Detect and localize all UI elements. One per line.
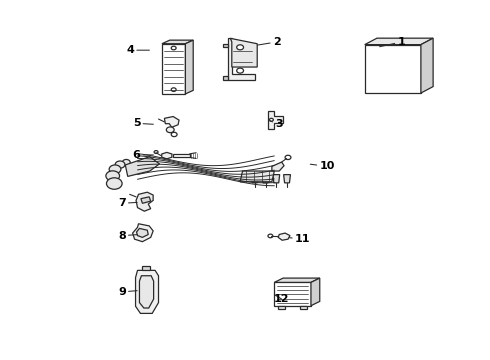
Text: 1: 1 bbox=[380, 37, 405, 47]
Polygon shape bbox=[421, 38, 433, 93]
Text: 10: 10 bbox=[310, 161, 335, 171]
Polygon shape bbox=[274, 278, 320, 282]
Circle shape bbox=[171, 132, 177, 136]
Polygon shape bbox=[311, 278, 320, 306]
Bar bbox=[274, 282, 311, 306]
Polygon shape bbox=[185, 40, 193, 94]
Text: 8: 8 bbox=[118, 231, 137, 240]
Polygon shape bbox=[223, 44, 228, 47]
Text: 6: 6 bbox=[133, 150, 153, 160]
Text: 4: 4 bbox=[126, 45, 149, 55]
Text: 2: 2 bbox=[258, 37, 281, 47]
Circle shape bbox=[171, 88, 176, 91]
Polygon shape bbox=[240, 171, 274, 182]
Text: 9: 9 bbox=[118, 287, 137, 297]
Polygon shape bbox=[284, 175, 291, 183]
Circle shape bbox=[237, 68, 244, 73]
Circle shape bbox=[106, 171, 120, 181]
Polygon shape bbox=[140, 276, 154, 308]
Polygon shape bbox=[272, 162, 284, 171]
Polygon shape bbox=[164, 117, 179, 127]
Polygon shape bbox=[223, 76, 228, 80]
Polygon shape bbox=[365, 38, 433, 45]
Circle shape bbox=[154, 150, 158, 153]
Bar bbox=[365, 45, 421, 93]
Text: 12: 12 bbox=[274, 294, 290, 304]
Polygon shape bbox=[136, 192, 153, 211]
Polygon shape bbox=[136, 270, 159, 314]
Polygon shape bbox=[162, 152, 172, 159]
Circle shape bbox=[270, 118, 273, 121]
Polygon shape bbox=[278, 233, 290, 240]
Text: 11: 11 bbox=[289, 234, 310, 244]
Polygon shape bbox=[273, 175, 280, 183]
Polygon shape bbox=[133, 224, 153, 242]
Polygon shape bbox=[143, 266, 150, 270]
Polygon shape bbox=[141, 197, 151, 203]
Circle shape bbox=[237, 45, 244, 50]
Circle shape bbox=[106, 178, 122, 189]
Circle shape bbox=[268, 234, 273, 238]
Text: 7: 7 bbox=[118, 198, 137, 208]
Polygon shape bbox=[228, 39, 255, 80]
Bar bbox=[172, 154, 190, 157]
Polygon shape bbox=[269, 111, 283, 129]
Circle shape bbox=[171, 46, 176, 50]
Polygon shape bbox=[137, 228, 148, 237]
Polygon shape bbox=[230, 39, 257, 67]
Circle shape bbox=[115, 161, 125, 168]
Text: 5: 5 bbox=[133, 118, 153, 128]
Circle shape bbox=[122, 159, 130, 165]
Polygon shape bbox=[125, 157, 159, 176]
Text: 3: 3 bbox=[270, 120, 283, 129]
Polygon shape bbox=[162, 40, 193, 44]
Bar bbox=[162, 44, 185, 94]
Polygon shape bbox=[262, 175, 269, 183]
Polygon shape bbox=[300, 306, 307, 309]
Circle shape bbox=[166, 127, 174, 133]
Circle shape bbox=[285, 155, 291, 159]
Circle shape bbox=[109, 165, 121, 174]
Polygon shape bbox=[251, 175, 258, 183]
Polygon shape bbox=[278, 306, 285, 309]
